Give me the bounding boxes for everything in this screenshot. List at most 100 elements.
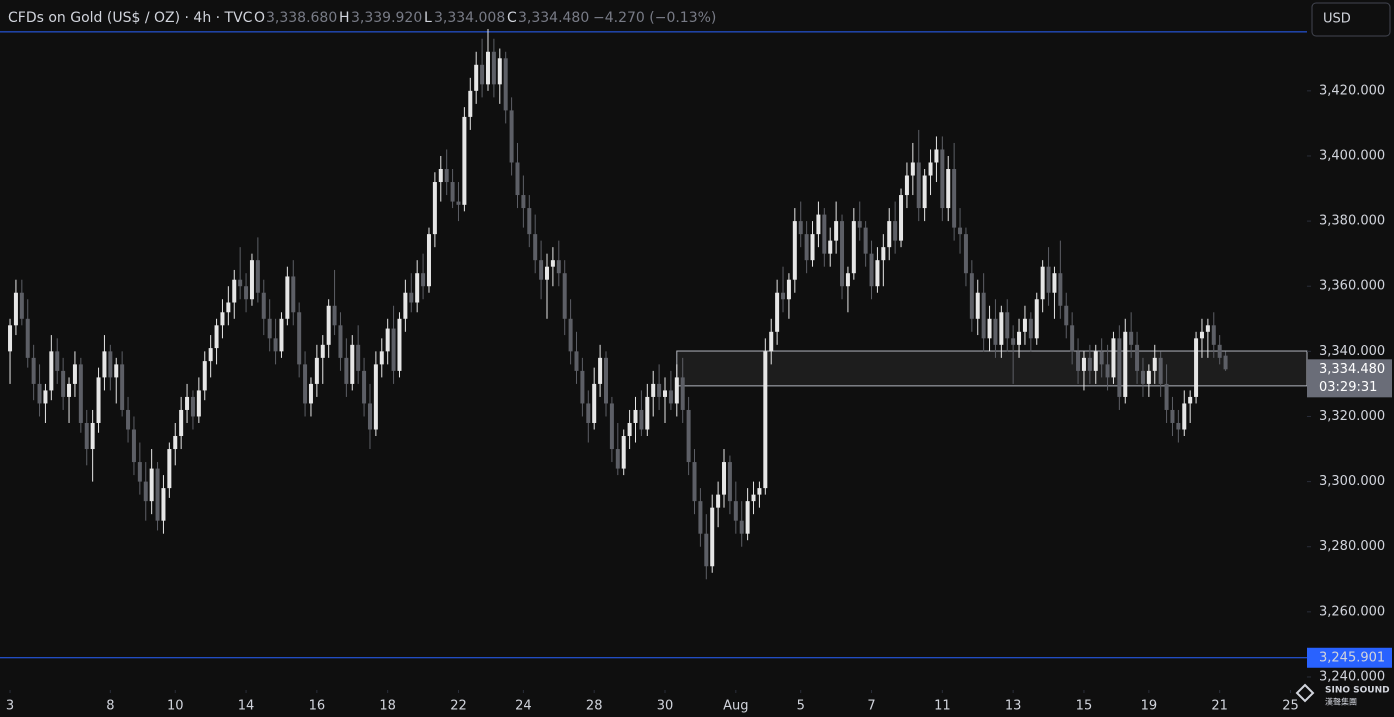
candle-body bbox=[1052, 273, 1057, 293]
candle-body bbox=[485, 51, 490, 85]
candle-body bbox=[816, 214, 821, 235]
candle-body bbox=[828, 240, 833, 254]
candle-body bbox=[255, 260, 260, 293]
candle-body bbox=[910, 162, 915, 176]
candle-body bbox=[61, 370, 66, 397]
candle-body bbox=[881, 247, 886, 261]
candle-body bbox=[763, 351, 768, 489]
candle-body bbox=[279, 318, 284, 352]
candle-body bbox=[592, 383, 597, 423]
candle-body bbox=[403, 292, 408, 319]
candle-body bbox=[887, 221, 892, 248]
candle-body bbox=[1070, 325, 1075, 352]
logo-mark bbox=[1295, 683, 1315, 703]
candle-body bbox=[13, 292, 18, 326]
candle-body bbox=[1135, 344, 1140, 371]
low-label: L bbox=[424, 10, 432, 26]
x-tick-label: 22 bbox=[450, 699, 467, 714]
high-value: 3,339.920 bbox=[351, 10, 422, 26]
button-label[interactable]: USD bbox=[1323, 12, 1351, 27]
candle-body bbox=[273, 338, 278, 352]
candle-body bbox=[350, 344, 355, 384]
candle-body bbox=[249, 260, 254, 300]
candle-body bbox=[952, 168, 957, 228]
candle-body bbox=[320, 344, 325, 358]
candle-body bbox=[544, 266, 549, 280]
candle-body bbox=[143, 481, 148, 502]
close-value: 3,334.480 bbox=[518, 10, 589, 26]
candle-body bbox=[1117, 338, 1122, 397]
candle-body bbox=[173, 436, 178, 450]
x-tick-label: 14 bbox=[238, 699, 255, 714]
candle-body bbox=[1176, 422, 1181, 430]
candle-body bbox=[1081, 357, 1086, 371]
candle-body bbox=[533, 234, 538, 261]
candle-body bbox=[491, 51, 496, 85]
x-tick-label: 8 bbox=[106, 699, 114, 714]
y-tick-label: 3,280.000 bbox=[1319, 539, 1385, 554]
y-tick-label: 3,320.000 bbox=[1319, 409, 1385, 424]
candle-body bbox=[609, 403, 614, 450]
y-tick-label: 3,360.000 bbox=[1319, 279, 1385, 294]
candle-body bbox=[373, 364, 378, 430]
button-frame[interactable] bbox=[1311, 2, 1391, 37]
candle-body bbox=[1152, 357, 1157, 371]
candle-body bbox=[751, 494, 756, 502]
candle-body bbox=[686, 409, 691, 463]
candle-body bbox=[149, 468, 154, 502]
x-tick-label: 10 bbox=[167, 699, 184, 714]
candle-body bbox=[1199, 331, 1204, 339]
candle-body bbox=[627, 422, 632, 437]
candle-body bbox=[344, 357, 349, 384]
candle-body bbox=[1058, 273, 1063, 306]
candle-body bbox=[72, 364, 77, 384]
candle-body bbox=[869, 253, 874, 287]
candle-body bbox=[37, 383, 42, 404]
candle-body bbox=[303, 364, 308, 404]
close-label: C bbox=[507, 10, 517, 26]
candle-body bbox=[975, 292, 980, 319]
candle-body bbox=[49, 351, 54, 391]
candle-body bbox=[432, 182, 437, 235]
x-tick-label: 5 bbox=[797, 699, 805, 714]
y-tick-label: 3,420.000 bbox=[1319, 83, 1385, 98]
candle-body bbox=[963, 234, 968, 274]
candle-body bbox=[1205, 325, 1210, 332]
y-tick-label: 3,240.000 bbox=[1319, 669, 1385, 684]
candle-body bbox=[214, 325, 219, 349]
currency-button[interactable]: USD bbox=[1311, 2, 1391, 37]
candle-body bbox=[261, 292, 266, 319]
candle-body bbox=[834, 221, 839, 241]
candle-body bbox=[1034, 299, 1039, 339]
candle-body bbox=[220, 312, 225, 326]
candle-body bbox=[739, 520, 744, 534]
candle-body bbox=[1164, 383, 1169, 410]
x-tick-label: 7 bbox=[867, 699, 875, 714]
candle-body bbox=[668, 390, 673, 404]
candle-body bbox=[8, 325, 13, 352]
candle-body bbox=[31, 357, 36, 384]
candle-body bbox=[1105, 364, 1110, 378]
header: CFDs on Gold (US$ / OZ) · 4h · TVC O 3,3… bbox=[8, 10, 716, 26]
candle-body bbox=[409, 292, 414, 303]
candle-body bbox=[314, 357, 319, 384]
candle-body bbox=[1099, 351, 1104, 365]
candle-body bbox=[704, 533, 709, 567]
candle-body bbox=[102, 351, 107, 378]
candle-body bbox=[1046, 266, 1051, 293]
candle-body bbox=[238, 279, 243, 287]
candle-body bbox=[657, 383, 662, 397]
x-tick-label: 18 bbox=[379, 699, 396, 714]
candle-body bbox=[1093, 351, 1098, 371]
candle-body bbox=[863, 227, 868, 254]
candle-body bbox=[804, 234, 809, 261]
candle-body bbox=[1076, 351, 1081, 371]
candle-body bbox=[179, 409, 184, 437]
symbol: CFDs on Gold (US$ / OZ) · 4h · TVC bbox=[8, 10, 253, 26]
y-tick-label: 3,400.000 bbox=[1319, 148, 1385, 163]
candle-body bbox=[904, 175, 909, 196]
candle-body bbox=[928, 162, 933, 176]
candle-body bbox=[710, 507, 715, 567]
logo-name: SINO SOUND bbox=[1325, 686, 1390, 696]
candle-body bbox=[598, 357, 603, 384]
